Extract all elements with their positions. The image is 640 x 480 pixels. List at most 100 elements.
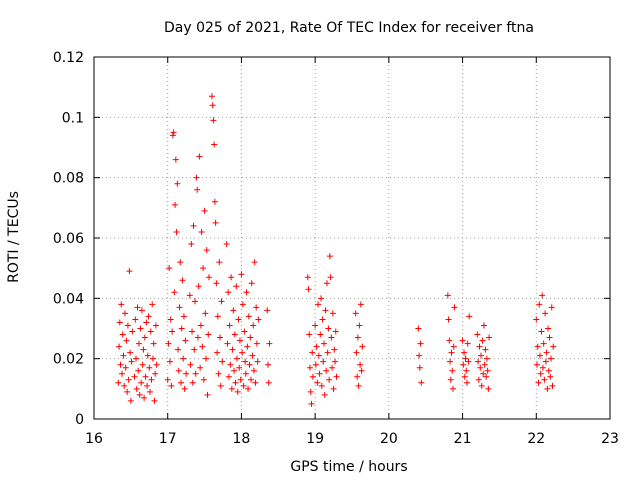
data-point (195, 283, 202, 290)
data-point (480, 322, 487, 329)
data-point (328, 334, 335, 341)
data-point (319, 316, 326, 323)
data-point (540, 340, 547, 347)
data-point (238, 271, 245, 278)
data-point (172, 156, 179, 163)
data-point (129, 328, 136, 335)
data-point (475, 376, 482, 383)
data-point (169, 328, 176, 335)
data-point (305, 286, 312, 293)
data-point (215, 370, 222, 377)
data-point (445, 316, 452, 323)
data-point (203, 355, 210, 362)
data-point (151, 397, 158, 404)
data-point (245, 385, 252, 392)
data-point (255, 316, 262, 323)
x-tick-label: 16 (85, 431, 103, 447)
data-point (533, 316, 540, 323)
data-point (314, 379, 321, 386)
data-point (180, 313, 187, 320)
data-point (545, 325, 552, 332)
data-point (359, 343, 366, 350)
data-point (548, 304, 555, 311)
data-point (137, 325, 144, 332)
data-point (536, 352, 543, 359)
data-point (448, 349, 455, 356)
data-point (168, 382, 175, 389)
data-point (483, 373, 490, 380)
data-point (173, 228, 180, 235)
data-point (308, 400, 315, 407)
data-point (165, 340, 172, 347)
data-point (194, 186, 201, 193)
data-point (199, 343, 206, 350)
y-tick-label: 0.1 (62, 110, 84, 126)
data-point (225, 373, 232, 380)
data-point (189, 328, 196, 335)
data-point (459, 337, 466, 344)
data-point (486, 334, 493, 341)
data-point (357, 301, 364, 308)
data-point (449, 367, 456, 374)
data-point (478, 382, 485, 389)
data-point (203, 247, 210, 254)
data-point (144, 352, 151, 359)
data-point (264, 361, 271, 368)
data-point (177, 379, 184, 386)
data-point (322, 307, 329, 314)
y-axis-label: ROTI / TECUs (6, 191, 22, 283)
data-point (174, 180, 181, 187)
data-point (352, 310, 359, 317)
data-point (191, 346, 198, 353)
data-point (118, 301, 125, 308)
data-point (133, 355, 140, 362)
data-point (465, 358, 472, 365)
data-point (124, 388, 131, 395)
data-point (248, 280, 255, 287)
y-tick-label: 0.08 (53, 171, 84, 187)
data-point (264, 307, 271, 314)
data-point (202, 310, 209, 317)
data-point (325, 325, 332, 332)
data-point (152, 322, 159, 329)
data-point (332, 328, 339, 335)
y-tick-label: 0.04 (53, 291, 84, 307)
data-point (217, 382, 224, 389)
data-point (358, 367, 365, 374)
data-point (320, 358, 327, 365)
data-point (534, 343, 541, 350)
x-axis-label: GPS time / hours (290, 459, 407, 475)
data-point (149, 301, 156, 308)
data-point (116, 343, 123, 350)
data-point (418, 379, 425, 386)
data-point (253, 304, 260, 311)
data-point (236, 337, 243, 344)
data-point (201, 207, 208, 214)
data-point (228, 385, 235, 392)
data-point (125, 376, 132, 383)
data-point (236, 364, 243, 371)
data-point (249, 352, 256, 359)
data-point (545, 367, 552, 374)
data-point (353, 349, 360, 356)
data-point (231, 331, 238, 338)
data-point (315, 301, 322, 308)
data-point (204, 391, 211, 398)
data-point (191, 298, 198, 305)
data-point (307, 388, 314, 395)
data-point (320, 340, 327, 347)
data-point (228, 274, 235, 281)
data-point (197, 364, 204, 371)
data-point (216, 259, 223, 266)
data-point (534, 361, 541, 368)
data-point (474, 331, 481, 338)
data-point (466, 313, 473, 320)
data-point (194, 334, 201, 341)
data-point (446, 337, 453, 344)
data-point (146, 364, 153, 371)
data-point (481, 361, 488, 368)
data-point (480, 370, 487, 377)
data-point (323, 367, 330, 374)
data-point (315, 352, 322, 359)
data-point (217, 334, 224, 341)
